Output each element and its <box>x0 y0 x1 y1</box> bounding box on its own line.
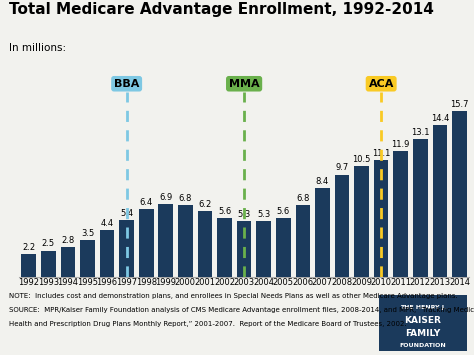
Bar <box>158 204 173 277</box>
Text: SOURCE:  MPR/Kaiser Family Foundation analysis of CMS Medicare Advantage enrollm: SOURCE: MPR/Kaiser Family Foundation ana… <box>9 307 474 313</box>
Text: 5.6: 5.6 <box>218 207 231 216</box>
Text: KAISER: KAISER <box>405 316 441 325</box>
Text: In millions:: In millions: <box>9 43 67 53</box>
Bar <box>335 175 349 277</box>
Bar <box>413 139 428 277</box>
Text: 8.4: 8.4 <box>316 177 329 186</box>
Bar <box>393 151 408 277</box>
Text: 3.5: 3.5 <box>81 229 94 238</box>
Text: 15.7: 15.7 <box>450 100 469 109</box>
Text: 2.2: 2.2 <box>22 242 35 252</box>
Text: ACA: ACA <box>368 79 394 89</box>
Text: Total Medicare Advantage Enrollment, 1992-2014: Total Medicare Advantage Enrollment, 199… <box>9 2 434 17</box>
Text: FOUNDATION: FOUNDATION <box>400 343 447 348</box>
Text: 5.3: 5.3 <box>237 210 251 219</box>
Text: 2.5: 2.5 <box>42 239 55 248</box>
Text: Health and Prescription Drug Plans Monthly Report,” 2001-2007.  Report of the Me: Health and Prescription Drug Plans Month… <box>9 321 407 327</box>
Bar <box>41 251 55 277</box>
Text: 5.3: 5.3 <box>257 210 270 219</box>
Text: 6.2: 6.2 <box>198 200 211 209</box>
Bar <box>100 230 114 277</box>
Bar <box>119 220 134 277</box>
Text: 14.4: 14.4 <box>431 114 449 123</box>
Text: 11.1: 11.1 <box>372 149 391 158</box>
Text: THE HENRY J.: THE HENRY J. <box>400 305 447 310</box>
Text: 4.4: 4.4 <box>100 219 114 228</box>
Bar <box>217 218 232 277</box>
Bar <box>433 125 447 277</box>
Text: 13.1: 13.1 <box>411 127 429 137</box>
Bar <box>354 166 369 277</box>
Text: BBA: BBA <box>114 79 139 89</box>
Text: 6.4: 6.4 <box>140 198 153 207</box>
Bar <box>295 205 310 277</box>
Text: 5.6: 5.6 <box>277 207 290 216</box>
Text: 6.9: 6.9 <box>159 193 173 202</box>
Bar <box>21 254 36 277</box>
Bar <box>237 221 251 277</box>
Text: 10.5: 10.5 <box>352 155 371 164</box>
Bar <box>80 240 95 277</box>
Bar <box>61 247 75 277</box>
Text: MMA: MMA <box>229 79 259 89</box>
Bar <box>139 209 154 277</box>
Bar <box>256 221 271 277</box>
Text: 9.7: 9.7 <box>336 163 348 173</box>
Text: 6.8: 6.8 <box>179 194 192 203</box>
Bar <box>315 188 330 277</box>
Bar <box>374 160 389 277</box>
Text: NOTE:  Includes cost and demonstration plans, and enrollees in Special Needs Pla: NOTE: Includes cost and demonstration pl… <box>9 293 458 299</box>
Bar <box>452 111 467 277</box>
Text: 6.8: 6.8 <box>296 194 310 203</box>
Text: 5.4: 5.4 <box>120 209 133 218</box>
Text: 2.8: 2.8 <box>61 236 74 245</box>
Bar <box>198 212 212 277</box>
Text: 11.9: 11.9 <box>392 140 410 149</box>
Bar <box>178 205 193 277</box>
Bar <box>276 218 291 277</box>
Text: FAMILY: FAMILY <box>405 329 441 338</box>
